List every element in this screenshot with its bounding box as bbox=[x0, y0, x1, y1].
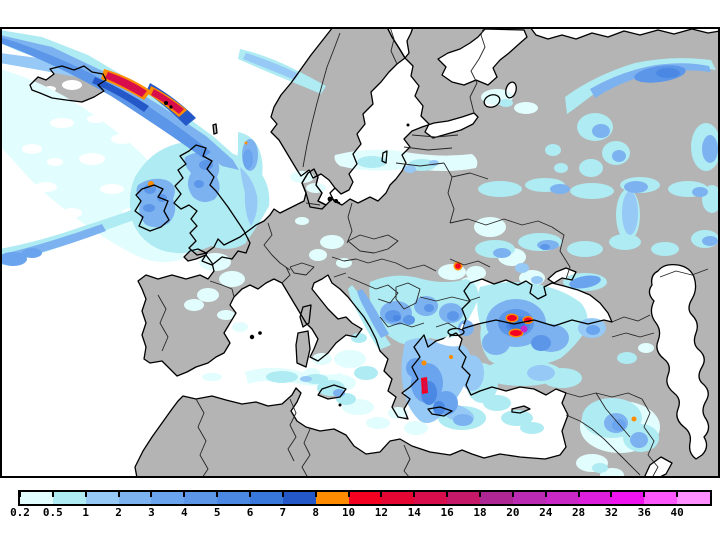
legend-value-label: 6 bbox=[246, 506, 254, 519]
legend-cell bbox=[52, 492, 86, 504]
legend-cell bbox=[644, 492, 678, 504]
legend-cell bbox=[184, 492, 218, 504]
legend-value-label: 3 bbox=[148, 506, 155, 519]
legend-value-label: 10 bbox=[341, 506, 356, 519]
legend-cell bbox=[20, 492, 53, 504]
precip-magenta bbox=[520, 325, 528, 333]
precip-crimson bbox=[105, 72, 427, 391]
heavy-precip-streak-faroes bbox=[151, 89, 184, 114]
precip-marbling bbox=[19, 115, 142, 236]
legend-cell bbox=[578, 492, 612, 504]
legend-cell bbox=[545, 492, 579, 504]
heavy-precip-greece-dot bbox=[421, 360, 427, 366]
heavy-precip-black-sea bbox=[510, 330, 522, 336]
strait-dardanelles bbox=[443, 335, 450, 341]
land-fills bbox=[135, 27, 720, 478]
legend-value-label: 12 bbox=[374, 506, 389, 519]
sea-arctic-strip bbox=[530, 27, 720, 39]
coastlines bbox=[29, 27, 720, 478]
sea-caspian bbox=[649, 264, 709, 459]
legend-cell bbox=[677, 492, 711, 504]
legend-value-label: 24 bbox=[539, 506, 553, 519]
heavy-precip-streak-iceland bbox=[105, 72, 147, 97]
legend-value-label: 28 bbox=[571, 506, 586, 519]
map-frame bbox=[0, 27, 720, 478]
legend-cell bbox=[381, 492, 415, 504]
small-island-dots bbox=[164, 101, 410, 407]
land-scandinavia bbox=[271, 27, 405, 194]
heavy-precip-black-sea-max bbox=[520, 325, 528, 333]
legend-bar bbox=[18, 490, 712, 506]
legend-value-label: 5 bbox=[213, 506, 221, 519]
land-continent bbox=[135, 27, 720, 478]
heavy-precip-black-sea bbox=[507, 315, 517, 321]
legend-value-label: 36 bbox=[637, 506, 651, 519]
legend-value-label: 16 bbox=[440, 506, 454, 519]
legend-value-label: 20 bbox=[506, 506, 520, 519]
legend-cell bbox=[480, 492, 513, 504]
land-corsica bbox=[300, 305, 311, 327]
legend-cell bbox=[151, 492, 185, 504]
precipitation-map bbox=[0, 27, 720, 478]
sea-barents-wedge bbox=[387, 27, 413, 58]
land-sardinia bbox=[296, 331, 310, 367]
straits bbox=[443, 323, 464, 341]
legend-cell bbox=[611, 492, 645, 504]
legend-cell bbox=[414, 492, 448, 504]
legend-value-label: 4 bbox=[180, 506, 188, 519]
legend-labels: 0.2 0.5 1 2 3 4 5 6 7 8 10 12 14 16 18 20 24 28 32 36 40 bbox=[0, 506, 720, 520]
legend-cell bbox=[447, 492, 481, 504]
legend-value-label: 0.2 bbox=[10, 506, 30, 519]
legend-value-label: 8 bbox=[312, 506, 320, 519]
legend-cell bbox=[348, 492, 382, 504]
legend-value-label: 1 bbox=[82, 506, 90, 519]
strait-bosporus bbox=[460, 323, 464, 330]
legend-cell bbox=[250, 492, 283, 504]
legend-value-label: 18 bbox=[473, 506, 487, 519]
legend-cell bbox=[85, 492, 119, 504]
legend-value-label: 7 bbox=[279, 506, 287, 519]
legend-value-label: 32 bbox=[604, 506, 619, 519]
legend-value-label: 40 bbox=[670, 506, 684, 519]
heavy-precip-moldova bbox=[455, 263, 461, 269]
heavy-precip-greece-dot bbox=[449, 355, 453, 359]
legend-cell bbox=[282, 492, 316, 504]
legend-cell bbox=[512, 492, 546, 504]
sea-white-sea bbox=[438, 29, 527, 85]
legend-value-label: 14 bbox=[407, 506, 421, 519]
heavy-precip-iraq-dot bbox=[631, 416, 637, 422]
legend-cell bbox=[118, 492, 152, 504]
legend-value-label: 0.5 bbox=[42, 506, 63, 519]
legend-cell bbox=[315, 492, 349, 504]
country-borders bbox=[157, 27, 709, 478]
legend-cell bbox=[217, 492, 251, 504]
legend-value-label: 2 bbox=[115, 506, 122, 519]
